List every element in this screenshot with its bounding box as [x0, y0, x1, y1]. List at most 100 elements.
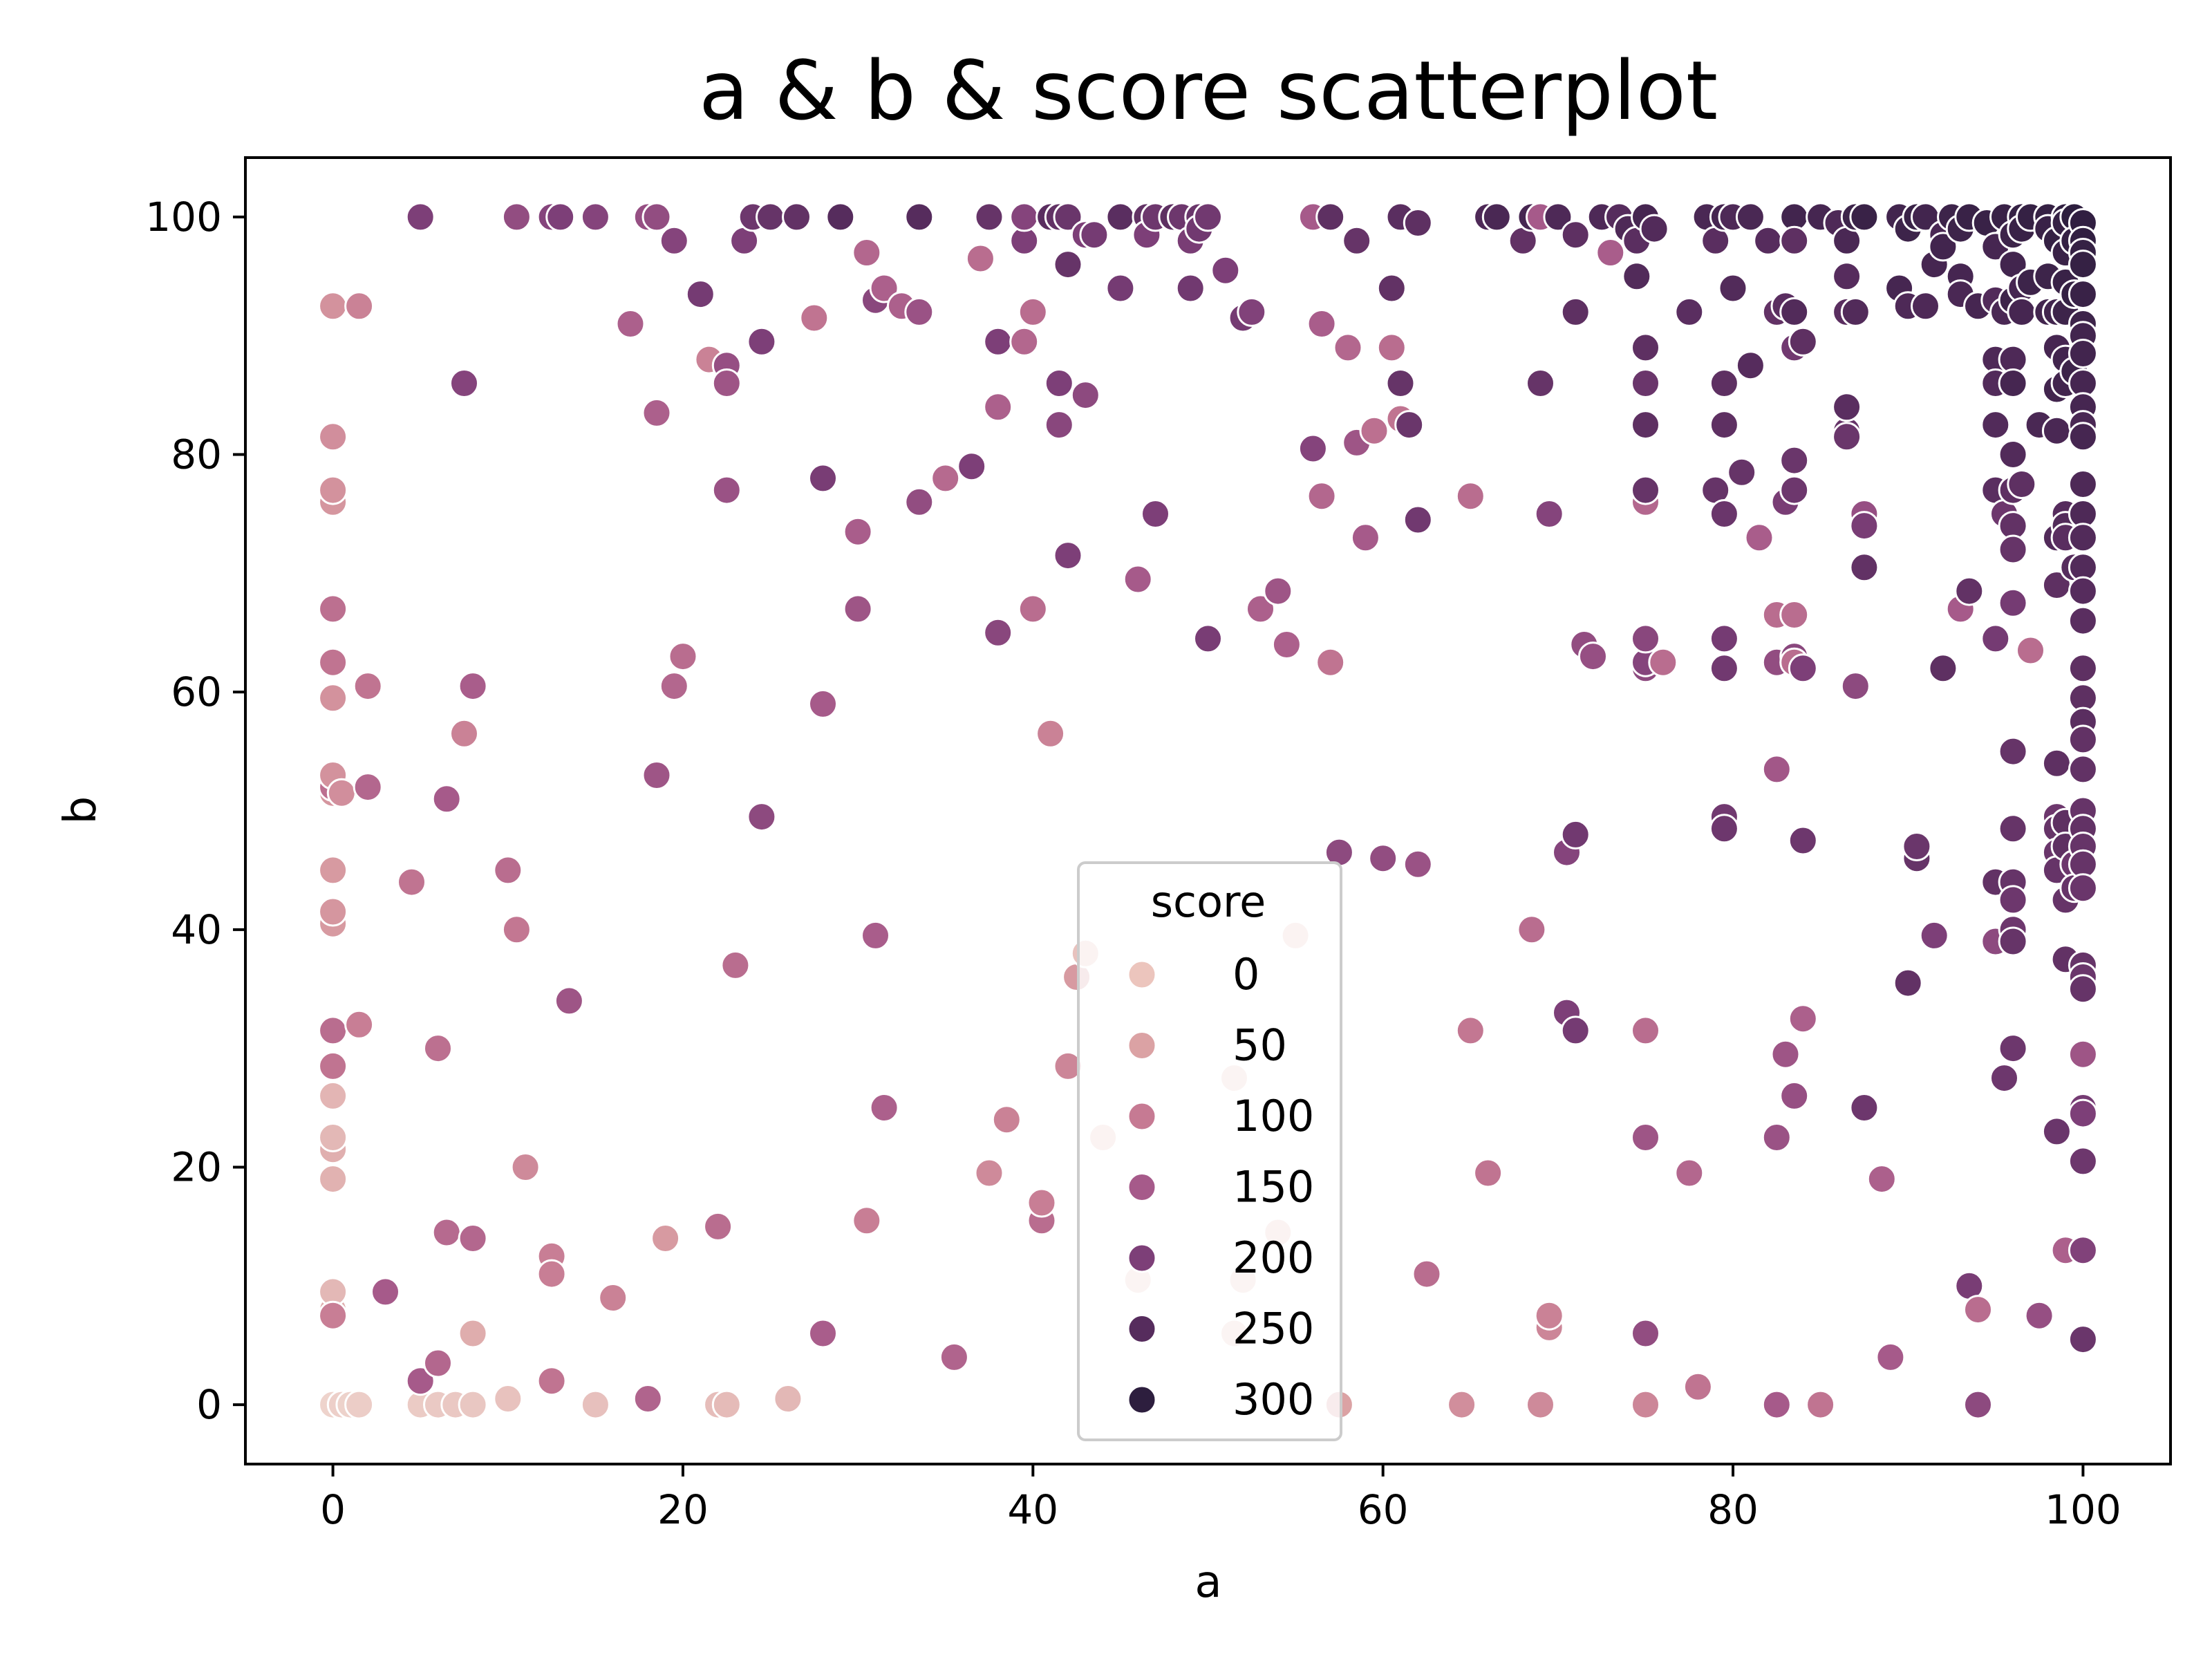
data-point	[1709, 653, 1739, 684]
data-point	[1709, 624, 1739, 654]
data-point	[1998, 926, 2028, 957]
data-point	[1709, 410, 1739, 440]
data-point	[2041, 1116, 2072, 1147]
data-point	[1368, 843, 1398, 874]
legend-marker	[1127, 1172, 1157, 1202]
data-point	[580, 1389, 610, 1420]
data-point	[1105, 202, 1136, 232]
data-point	[1193, 624, 1223, 654]
data-point	[685, 279, 715, 310]
data-point	[458, 1224, 488, 1253]
data-point	[1070, 380, 1100, 411]
data-point	[536, 1366, 567, 1396]
data-point	[1998, 368, 2028, 398]
data-point	[843, 594, 873, 624]
data-point	[493, 1384, 523, 1414]
data-point	[318, 1164, 348, 1194]
data-point	[1919, 920, 1949, 950]
data-point	[2068, 724, 2098, 755]
data-point	[2068, 974, 2098, 1004]
data-point	[1053, 250, 1083, 280]
data-point	[1709, 368, 1739, 398]
data-point	[1035, 718, 1066, 749]
data-point	[659, 225, 689, 256]
legend-marker	[1127, 1243, 1157, 1273]
data-point	[1849, 1093, 1880, 1123]
data-point	[458, 1389, 488, 1420]
data-point	[1560, 819, 1591, 850]
data-point	[974, 1158, 1004, 1188]
legend-label: 0	[1232, 949, 1259, 1000]
data-point	[1018, 594, 1048, 624]
data-point	[1998, 814, 2028, 844]
data-point	[1998, 885, 2028, 915]
data-point	[1455, 1015, 1485, 1046]
data-point	[2068, 653, 2098, 684]
data-point	[1832, 261, 1862, 292]
data-point	[1840, 297, 1871, 327]
data-point	[747, 326, 777, 357]
data-point	[318, 1300, 348, 1331]
data-point	[1473, 1158, 1503, 1188]
data-point	[1674, 1158, 1705, 1188]
data-point	[632, 1384, 663, 1414]
data-point	[711, 475, 742, 505]
data-point	[2068, 523, 2098, 553]
data-point	[1193, 202, 1223, 232]
y-tick-label: 40	[171, 906, 222, 953]
legend-label: 250	[1232, 1304, 1314, 1354]
y-tick-label: 80	[171, 431, 222, 478]
data-point	[869, 273, 899, 303]
y-axis-label: b	[55, 796, 106, 825]
data-point	[1009, 326, 1040, 357]
data-point	[852, 1206, 882, 1236]
x-tick-label: 0	[320, 1486, 346, 1533]
data-point	[668, 641, 698, 672]
data-point	[641, 397, 672, 428]
data-point	[501, 202, 532, 232]
data-point	[1770, 1039, 1801, 1069]
legend-label: 300	[1232, 1374, 1314, 1425]
data-point	[318, 1123, 348, 1152]
data-point	[458, 671, 488, 702]
data-point	[1044, 368, 1074, 398]
legend-title: score	[1151, 877, 1266, 927]
data-point	[711, 368, 742, 398]
data-point	[1631, 1318, 1660, 1349]
data-point	[2068, 576, 2098, 606]
data-point	[1403, 849, 1433, 879]
data-point	[554, 986, 584, 1016]
data-point	[1333, 332, 1363, 363]
data-point	[1735, 202, 1765, 232]
data-point	[1989, 1063, 2019, 1094]
x-tick-label: 80	[1707, 1486, 1759, 1533]
data-point	[939, 1342, 969, 1372]
y-tick-label: 20	[171, 1143, 222, 1190]
data-point	[326, 778, 357, 808]
legend-label: 150	[1232, 1162, 1314, 1212]
data-point	[1963, 1389, 1993, 1420]
data-point	[1342, 225, 1372, 256]
data-point	[1631, 1015, 1660, 1046]
data-point	[930, 463, 961, 494]
data-point	[397, 867, 427, 897]
data-point	[1779, 600, 1810, 630]
data-point	[650, 1224, 681, 1253]
data-point	[2024, 1300, 2054, 1331]
data-point	[1631, 624, 1660, 654]
data-point	[1631, 1389, 1660, 1420]
data-point	[1893, 968, 1923, 998]
data-point	[659, 671, 689, 702]
data-point	[1403, 505, 1433, 535]
data-point	[1044, 410, 1074, 440]
data-point	[1376, 332, 1407, 363]
data-point	[423, 1033, 453, 1064]
data-point	[2041, 415, 2072, 446]
data-point	[318, 1051, 348, 1081]
data-point	[1123, 564, 1153, 594]
data-point	[580, 202, 610, 232]
data-point	[1526, 1389, 1555, 1420]
data-point	[904, 202, 935, 232]
data-point	[1526, 368, 1555, 398]
